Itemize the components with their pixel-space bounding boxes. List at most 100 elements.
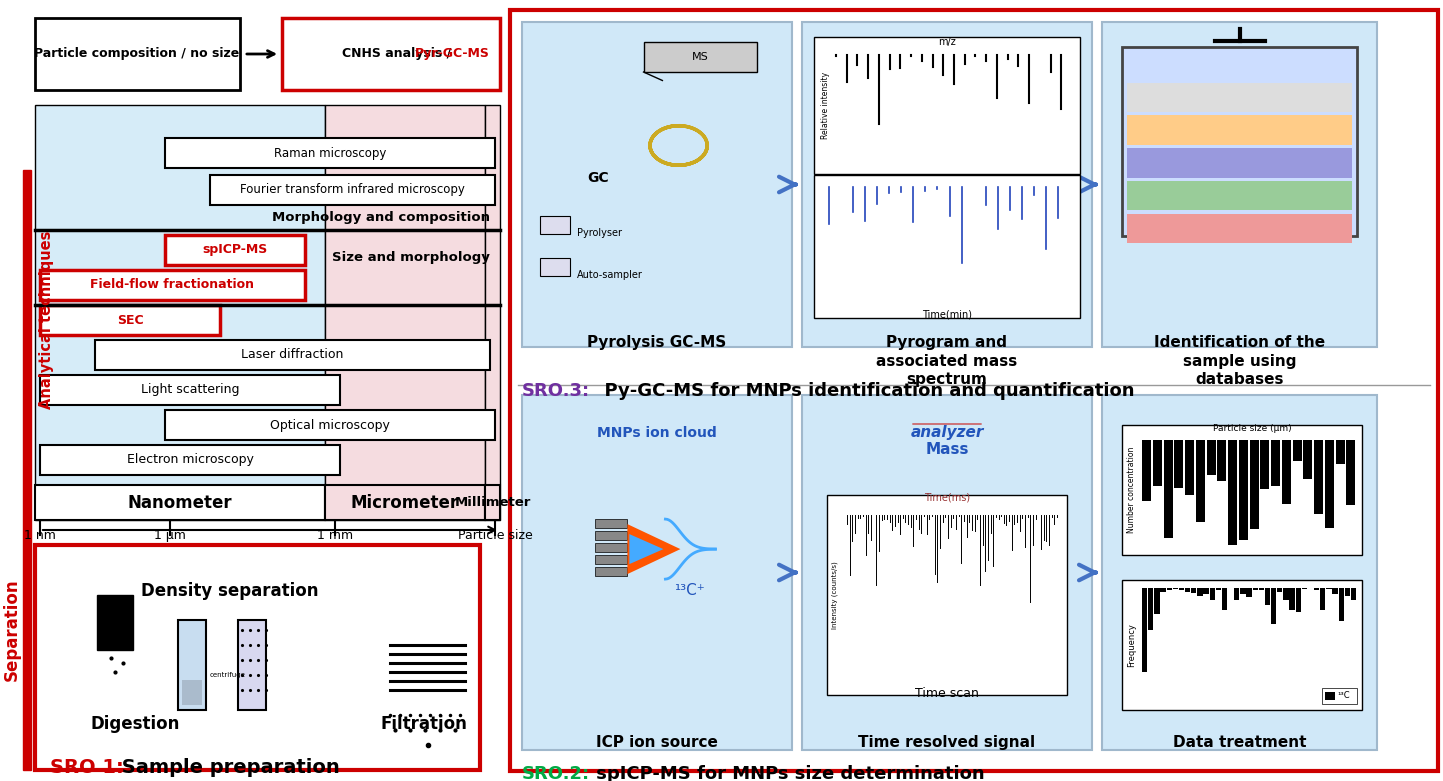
Bar	[1351, 588, 1356, 601]
Text: MS: MS	[691, 52, 709, 62]
Bar	[35, 485, 325, 520]
Bar	[40, 305, 219, 335]
Bar	[596, 519, 628, 528]
Text: Micrometer: Micrometer	[351, 494, 459, 512]
Text: Particle size: Particle size	[457, 529, 532, 542]
Bar	[1247, 588, 1251, 597]
Bar	[644, 42, 758, 72]
Bar	[1336, 440, 1345, 464]
Bar	[1346, 440, 1355, 505]
Bar	[596, 543, 628, 552]
Bar	[1222, 588, 1227, 610]
Bar	[1141, 588, 1147, 672]
Bar	[35, 545, 481, 770]
Text: Particle composition / no size: Particle composition / no size	[35, 48, 240, 60]
Bar	[596, 567, 628, 576]
Bar	[325, 485, 485, 520]
Bar	[1277, 588, 1283, 592]
Bar	[1325, 440, 1333, 528]
Bar	[1185, 588, 1190, 593]
Bar	[596, 531, 628, 540]
Text: MNPs ion cloud: MNPs ion cloud	[597, 426, 717, 440]
Text: analyzer: analyzer	[911, 425, 984, 440]
Bar	[1209, 588, 1215, 600]
Bar	[1266, 588, 1270, 605]
Bar	[1163, 440, 1173, 538]
Bar	[1271, 440, 1280, 486]
Text: Fourier transform infrared microscopy: Fourier transform infrared microscopy	[240, 184, 465, 197]
Text: SRO.2:: SRO.2:	[522, 765, 590, 781]
Text: Particle size (μm): Particle size (μm)	[1212, 424, 1291, 433]
Bar	[509, 10, 1439, 771]
Bar	[596, 555, 628, 564]
Text: m/z: m/z	[938, 37, 955, 47]
Bar	[1127, 213, 1352, 243]
Bar	[1234, 588, 1240, 600]
Bar	[827, 495, 1066, 695]
Bar	[1320, 588, 1325, 610]
Bar	[1228, 440, 1237, 545]
Bar	[540, 258, 570, 276]
Bar	[522, 22, 792, 347]
Text: Optical microscopy: Optical microscopy	[270, 419, 390, 431]
Bar	[1127, 148, 1352, 178]
Bar	[1196, 440, 1205, 522]
Bar	[1302, 588, 1307, 589]
Text: 1 mm: 1 mm	[317, 529, 354, 542]
Bar	[23, 170, 30, 770]
Bar	[1123, 580, 1362, 710]
Bar	[485, 105, 501, 520]
Bar	[1127, 83, 1352, 112]
Bar	[1250, 440, 1258, 530]
Bar	[1166, 588, 1172, 590]
Bar	[1149, 588, 1153, 630]
Bar	[1179, 588, 1185, 590]
Text: ICP ion source: ICP ion source	[596, 735, 719, 750]
Bar	[1127, 116, 1352, 145]
Bar	[1339, 588, 1343, 621]
Text: Pyrogram and
associated mass
spectrum: Pyrogram and associated mass spectrum	[876, 335, 1017, 387]
Bar	[1102, 395, 1377, 750]
Bar	[35, 18, 240, 90]
Text: Sample preparation: Sample preparation	[115, 758, 339, 777]
Bar	[1238, 440, 1248, 540]
Bar	[40, 270, 304, 300]
Text: Intensity (counts/s): Intensity (counts/s)	[831, 561, 838, 629]
Text: Electron microscopy: Electron microscopy	[127, 454, 254, 466]
Bar	[95, 340, 491, 370]
Text: Frequency: Frequency	[1127, 623, 1137, 667]
Text: Raman microscopy: Raman microscopy	[274, 147, 387, 159]
Bar	[1326, 588, 1332, 589]
Text: ¹³C: ¹³C	[1338, 691, 1349, 701]
Bar	[1185, 440, 1195, 494]
Bar	[238, 620, 266, 710]
Text: spICP-MS: spICP-MS	[202, 244, 267, 256]
Bar	[1190, 588, 1196, 594]
Bar	[1322, 688, 1356, 704]
Text: SEC: SEC	[117, 313, 143, 326]
Text: Analytical techniques: Analytical techniques	[39, 231, 55, 409]
Text: Morphology and composition: Morphology and composition	[271, 212, 491, 224]
Text: SRO 1:: SRO 1:	[51, 758, 124, 777]
Text: Mass: Mass	[925, 442, 968, 457]
Bar	[522, 395, 792, 750]
Bar	[1260, 440, 1270, 489]
Bar	[1215, 588, 1221, 590]
Bar	[1315, 440, 1323, 514]
Bar	[1141, 440, 1152, 501]
Polygon shape	[628, 524, 681, 574]
Text: Pyrolyser: Pyrolyser	[577, 228, 622, 238]
Bar	[1127, 180, 1352, 211]
Text: Density separation: Density separation	[141, 582, 319, 600]
Bar	[814, 37, 1079, 173]
Bar	[325, 105, 485, 520]
Text: Identification of the
sample using
databases: Identification of the sample using datab…	[1154, 335, 1325, 387]
Text: Separation: Separation	[3, 579, 22, 681]
Text: Nanometer: Nanometer	[127, 494, 232, 512]
Text: Relative intensity: Relative intensity	[821, 72, 831, 139]
Text: Time resolved signal: Time resolved signal	[859, 735, 1036, 750]
Bar	[1283, 588, 1289, 601]
Bar	[1123, 425, 1362, 555]
Bar	[1173, 588, 1177, 589]
Text: Time scan: Time scan	[915, 687, 978, 700]
